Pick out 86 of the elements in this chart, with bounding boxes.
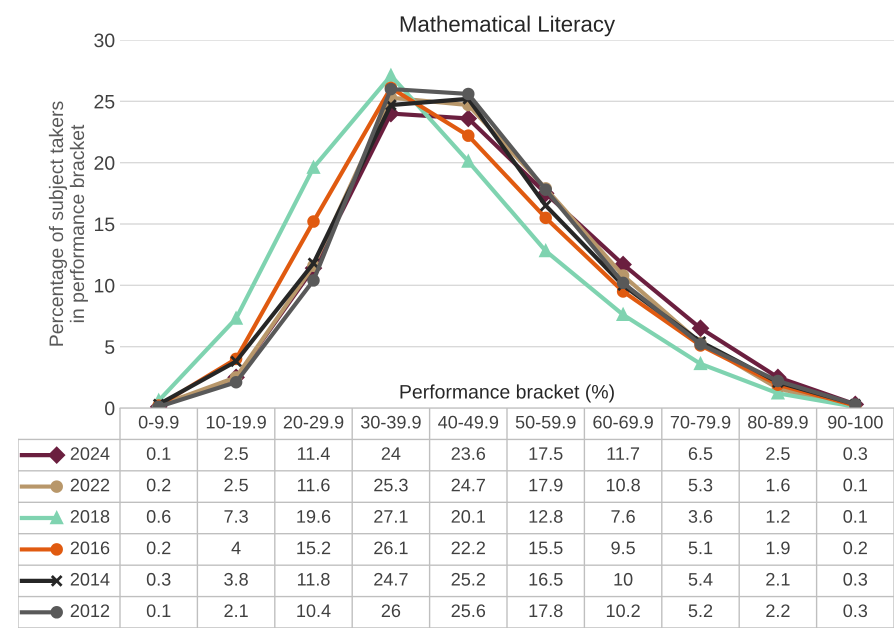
legend-label: 2014 xyxy=(70,572,110,586)
x-axis-title: Performance bracket (%) xyxy=(400,384,614,402)
data-label: 12.8 xyxy=(530,510,562,523)
data-label: 2.2 xyxy=(766,604,790,617)
data-label: 0.1 xyxy=(843,478,867,492)
data-label: 2.1 xyxy=(766,572,790,586)
legend-label: 2024 xyxy=(70,447,110,460)
x-tick-label: 0-9.9 xyxy=(138,416,178,429)
data-label: 0.3 xyxy=(843,604,868,618)
data-label: 20.1 xyxy=(452,510,485,523)
data-label: 27.1 xyxy=(374,510,408,523)
data-label: 1.9 xyxy=(766,541,790,554)
data-label: 1.2 xyxy=(766,510,790,523)
data-label: 17.5 xyxy=(530,447,563,460)
data-label: 22.2 xyxy=(452,541,485,554)
data-label: 17.9 xyxy=(530,478,562,492)
data-label: 24 xyxy=(382,447,400,460)
x-tick-label: 80-89.9 xyxy=(748,416,808,429)
y-tick-label: 25 xyxy=(94,94,114,109)
data-label: 5.3 xyxy=(688,478,712,492)
data-label: 5.2 xyxy=(688,604,712,618)
x-tick-label: 10-19.9 xyxy=(206,416,266,429)
data-label: 15.2 xyxy=(297,541,330,554)
legend-label: 2022 xyxy=(70,478,110,492)
data-label: 0.3 xyxy=(146,572,170,586)
data-label: 5.4 xyxy=(688,573,713,586)
data-label: 0.2 xyxy=(146,541,170,554)
data-label: 0.1 xyxy=(843,510,867,523)
data-label: 23.6 xyxy=(452,447,486,460)
y-tick-label: 5 xyxy=(105,340,114,354)
data-label: 10.8 xyxy=(606,478,640,492)
data-label: 0.3 xyxy=(843,447,868,460)
data-label: 2.5 xyxy=(224,447,248,460)
data-label: 11.6 xyxy=(298,478,330,492)
data-label: 16.5 xyxy=(530,572,563,586)
x-tick-label: 50-59.9 xyxy=(516,416,576,429)
data-label: 7.6 xyxy=(611,510,635,523)
data-label: 1.6 xyxy=(766,478,790,492)
data-label: 0.1 xyxy=(146,447,170,460)
data-label: 0.6 xyxy=(146,510,170,523)
data-label: 9.5 xyxy=(611,541,635,554)
data-label: 11.4 xyxy=(298,447,330,460)
y-tick-label: 20 xyxy=(94,156,114,170)
data-label: 19.6 xyxy=(297,510,330,523)
data-label: 3.8 xyxy=(224,572,248,586)
y-tick-label: 30 xyxy=(94,33,114,48)
y-tick-label: 0 xyxy=(105,401,114,416)
data-label: 24.7 xyxy=(452,478,485,492)
data-label: 5.1 xyxy=(688,542,712,554)
x-tick-label: 90-100 xyxy=(828,416,883,429)
data-label: 0.2 xyxy=(146,478,170,492)
data-label: 25.3 xyxy=(374,478,408,492)
x-tick-label: 30-39.9 xyxy=(360,416,421,429)
data-label: 3.6 xyxy=(688,510,712,523)
x-tick-label: 60-69.9 xyxy=(593,416,653,429)
data-label: 26.1 xyxy=(374,541,408,554)
data-label: 4 xyxy=(231,542,241,554)
legend-label: 2016 xyxy=(70,541,110,554)
chart-title: Mathematical Literacy xyxy=(400,16,616,36)
data-label: 2.5 xyxy=(766,447,790,460)
x-tick-label: 70-79.9 xyxy=(670,416,730,429)
data-label: 25.6 xyxy=(452,604,486,618)
data-label: 26 xyxy=(382,604,400,618)
data-label: 15.5 xyxy=(530,542,563,554)
data-label: 24.7 xyxy=(374,572,408,586)
legend-label: 2012 xyxy=(70,604,110,618)
data-label: 7.3 xyxy=(224,510,248,523)
data-label: 10 xyxy=(614,572,632,586)
legend-label: 2018 xyxy=(70,510,110,523)
data-label: 2.1 xyxy=(224,604,248,617)
y-tick-label: 10 xyxy=(94,278,114,293)
data-label: 0.1 xyxy=(146,604,170,618)
data-label: 10.2 xyxy=(606,604,640,618)
data-label: 11.8 xyxy=(298,572,330,586)
data-label: 25.2 xyxy=(452,572,485,586)
x-tick-label: 20-29.9 xyxy=(284,416,344,429)
data-label: 2.5 xyxy=(224,478,248,492)
data-label: 11.7 xyxy=(608,447,640,460)
x-tick-label: 40-49.9 xyxy=(438,416,498,429)
data-label: 17.8 xyxy=(530,604,562,618)
y-tick-label: 15 xyxy=(94,218,114,232)
data-label: 10.4 xyxy=(297,604,331,618)
y-axis-title: Percentage of subject takers in performance bracket xyxy=(48,101,88,346)
data-label: 0.3 xyxy=(843,572,868,586)
data-label: 0.2 xyxy=(843,541,867,554)
data-label: 6.5 xyxy=(688,447,712,460)
